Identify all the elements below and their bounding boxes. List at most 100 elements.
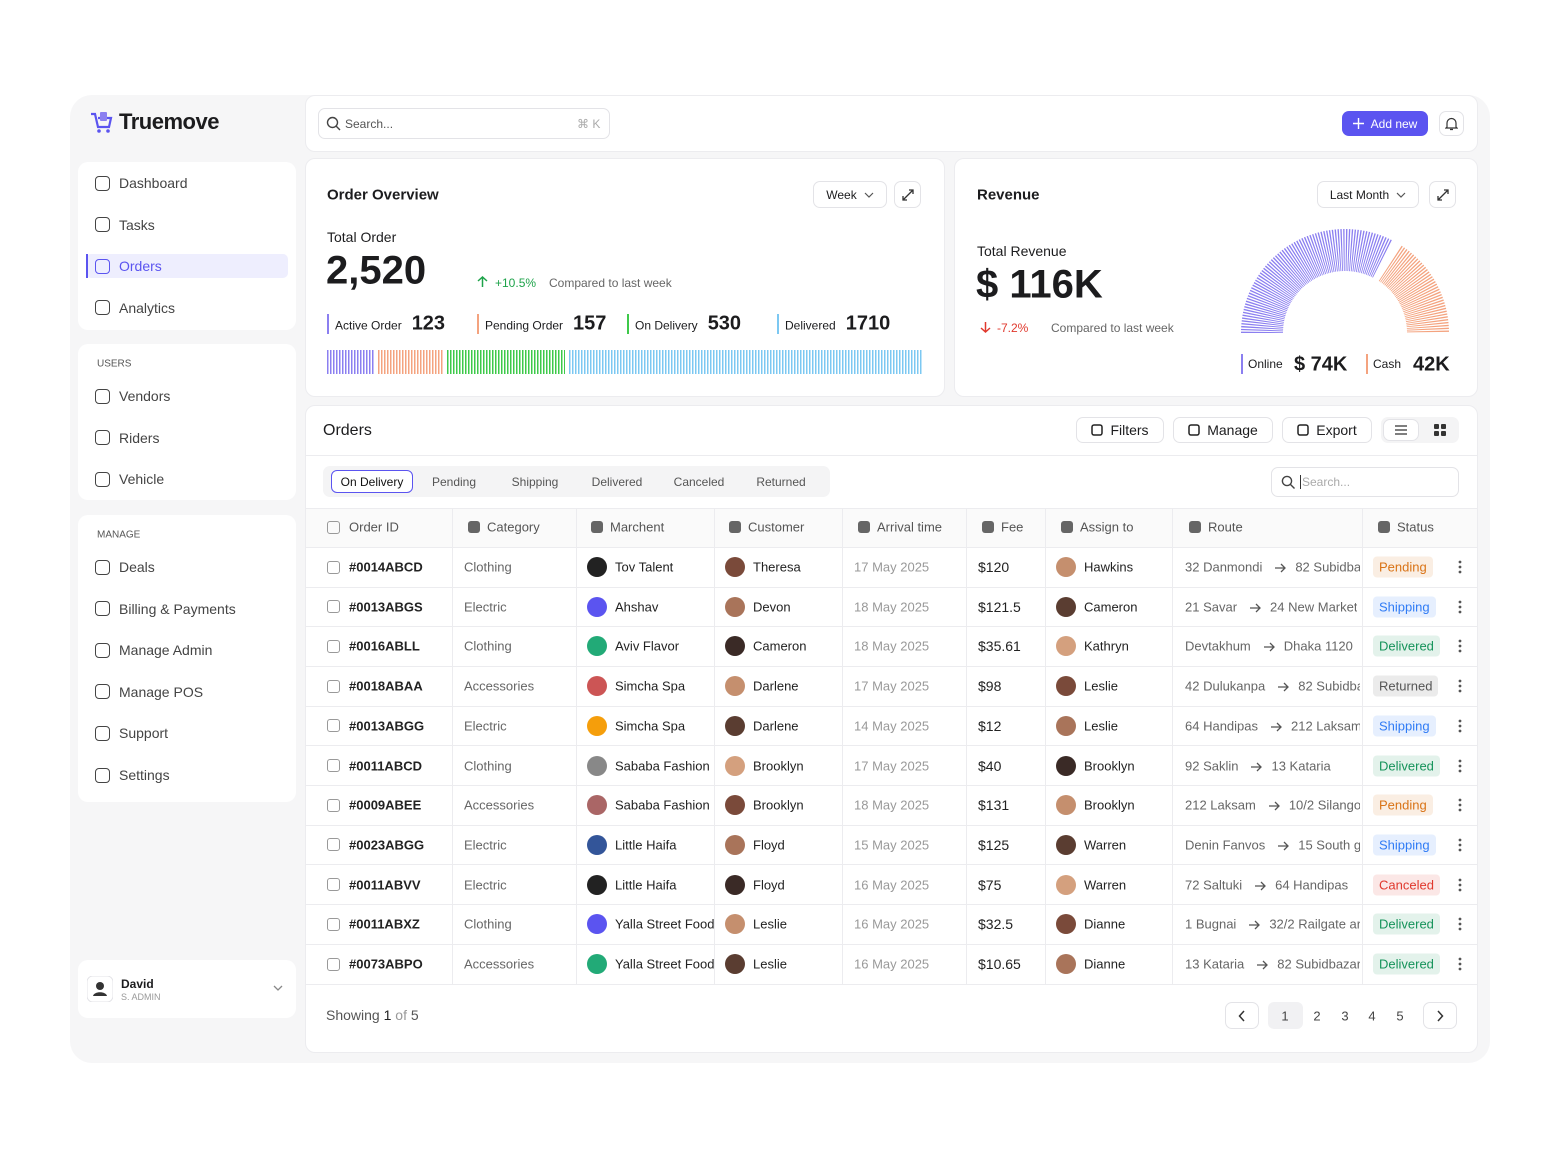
add-button[interactable]: Add new bbox=[1342, 111, 1428, 136]
nav-item[interactable]: Tasks bbox=[119, 216, 155, 233]
row-menu[interactable] bbox=[1458, 719, 1462, 733]
row-menu[interactable] bbox=[1458, 957, 1462, 971]
cell: 212 Laksam bbox=[1185, 797, 1256, 813]
cell: 17 May 2025 bbox=[854, 758, 930, 773]
checkbox[interactable] bbox=[327, 560, 340, 574]
notification-button[interactable] bbox=[1439, 111, 1464, 136]
page-number[interactable]: 3 bbox=[1341, 1008, 1349, 1024]
page-number[interactable]: 1 bbox=[1281, 1008, 1289, 1024]
checkbox[interactable] bbox=[327, 957, 340, 971]
page-number[interactable]: 2 bbox=[1313, 1008, 1321, 1024]
cell: 13 Kataria bbox=[1185, 956, 1245, 972]
table-search[interactable] bbox=[1271, 467, 1459, 497]
checkbox[interactable] bbox=[327, 719, 340, 733]
checkbox[interactable] bbox=[327, 679, 340, 693]
next-page[interactable] bbox=[1423, 1002, 1457, 1029]
user-card[interactable] bbox=[78, 960, 296, 1018]
status-badge: Delivered bbox=[1373, 953, 1440, 975]
merchant-logo bbox=[587, 954, 607, 974]
period-select[interactable]: Last Month bbox=[1317, 181, 1419, 208]
cell: 17 May 2025 bbox=[854, 559, 930, 575]
action-button[interactable]: Filters bbox=[1076, 417, 1164, 443]
action-button[interactable]: Export bbox=[1282, 417, 1372, 443]
period-select[interactable]: Week bbox=[813, 181, 887, 208]
row-divider bbox=[306, 983, 1477, 985]
expand-button[interactable] bbox=[894, 181, 921, 208]
page-number[interactable]: 5 bbox=[1396, 1008, 1404, 1024]
cell: $98 bbox=[978, 678, 1002, 695]
tab[interactable]: Returned bbox=[756, 475, 806, 489]
arrow-icon bbox=[1250, 603, 1261, 613]
row-menu[interactable] bbox=[1458, 838, 1462, 852]
tab[interactable]: Delivered bbox=[591, 475, 643, 489]
expand-button[interactable] bbox=[1429, 181, 1456, 208]
arrow-icon bbox=[1271, 722, 1282, 732]
dots-icon bbox=[1458, 798, 1462, 812]
row-menu[interactable] bbox=[1458, 878, 1462, 892]
row-menu[interactable] bbox=[1458, 679, 1462, 693]
nav-item[interactable]: Orders bbox=[119, 258, 162, 274]
route-arrow bbox=[1254, 879, 1267, 891]
cell: Dhaka 1120 bbox=[1283, 638, 1353, 654]
tab[interactable]: Canceled bbox=[673, 475, 725, 489]
prev-page[interactable] bbox=[1225, 1002, 1259, 1029]
checkbox[interactable] bbox=[327, 600, 340, 614]
row-menu[interactable] bbox=[1458, 560, 1462, 574]
cell: 16 May 2025 bbox=[854, 916, 930, 932]
icon bbox=[95, 471, 110, 487]
action-button[interactable]: Manage bbox=[1173, 417, 1273, 443]
segment-marker bbox=[777, 314, 779, 334]
checkbox[interactable] bbox=[327, 878, 340, 892]
cell: 32 Danmondi bbox=[1185, 559, 1263, 575]
route-arrow bbox=[1263, 640, 1275, 652]
cell: 32/2 Railgate are bbox=[1269, 916, 1360, 932]
cell: Aviv Flavor bbox=[615, 638, 680, 654]
compare: Compared to last week bbox=[549, 276, 672, 290]
cell: Sababa Fashion bbox=[615, 797, 710, 813]
nav-item[interactable]: Manage POS bbox=[119, 683, 204, 700]
nav-item[interactable]: Support bbox=[119, 725, 169, 742]
row-menu[interactable] bbox=[1458, 639, 1462, 653]
tab[interactable]: Shipping bbox=[511, 475, 559, 489]
nav-item[interactable]: Vehicle bbox=[119, 471, 165, 488]
nav-item[interactable]: Manage Admin bbox=[119, 642, 213, 659]
checkbox[interactable] bbox=[327, 639, 340, 653]
route-arrow bbox=[1249, 601, 1261, 613]
list-view-button[interactable] bbox=[1383, 419, 1419, 441]
nav-item[interactable]: Vendors bbox=[119, 388, 171, 404]
customer-avatar bbox=[725, 636, 745, 657]
tab[interactable]: Pending bbox=[431, 475, 477, 489]
nav-item[interactable]: Deals bbox=[119, 559, 155, 575]
tab[interactable]: On Delivery bbox=[340, 475, 404, 489]
nav-item[interactable]: Dashboard bbox=[119, 175, 188, 191]
grid-view-button[interactable] bbox=[1434, 424, 1446, 436]
row-menu[interactable] bbox=[1458, 917, 1462, 931]
nav-item[interactable]: Settings bbox=[119, 767, 170, 783]
row-menu[interactable] bbox=[1458, 759, 1462, 773]
cell: $32.5 bbox=[978, 916, 1014, 933]
column-icon bbox=[1189, 521, 1201, 533]
nav-item[interactable]: Billing & Payments bbox=[119, 600, 236, 617]
row-menu[interactable] bbox=[1458, 600, 1462, 614]
search-box[interactable] bbox=[318, 108, 610, 139]
icon bbox=[95, 767, 110, 783]
nav-item[interactable]: Analytics bbox=[119, 299, 176, 316]
checkbox[interactable] bbox=[327, 838, 340, 852]
nav-item[interactable]: Riders bbox=[119, 429, 160, 446]
assignee-avatar bbox=[1056, 954, 1076, 974]
checkbox[interactable] bbox=[327, 759, 340, 772]
compare: Compared to last week bbox=[1051, 321, 1174, 335]
segment-bar bbox=[378, 350, 443, 374]
checkbox[interactable] bbox=[327, 521, 340, 534]
arrow-icon bbox=[1257, 960, 1269, 970]
page-number[interactable]: 4 bbox=[1368, 1008, 1376, 1024]
cell: Theresa bbox=[753, 559, 801, 575]
segment-value: 157 bbox=[573, 312, 607, 335]
customer-avatar bbox=[725, 557, 745, 577]
status-badge: Pending bbox=[1373, 556, 1433, 578]
segment-marker bbox=[327, 314, 329, 334]
checkbox[interactable] bbox=[327, 917, 340, 931]
row-menu[interactable] bbox=[1458, 798, 1462, 812]
checkbox[interactable] bbox=[327, 798, 340, 812]
